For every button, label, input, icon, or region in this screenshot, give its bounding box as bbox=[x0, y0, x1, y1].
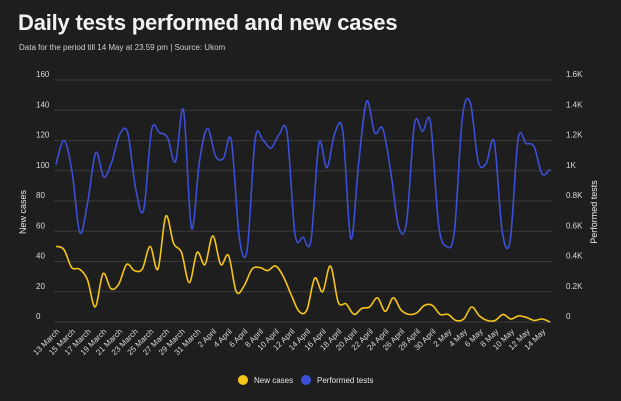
left-tick-label: 100 bbox=[36, 161, 50, 170]
legend-label-performed-tests: Performed tests bbox=[317, 376, 373, 385]
right-tick-label: 1.2K bbox=[566, 131, 583, 140]
legend: New cases Performed tests bbox=[238, 375, 373, 385]
left-axis-ticks: 0 20 40 60 80 100 120 140 160 bbox=[36, 70, 50, 321]
right-tick-label: 0.2K bbox=[566, 282, 583, 291]
left-tick-label: 40 bbox=[36, 252, 45, 261]
chart-subtitle: Data for the period till 14 May at 23.59… bbox=[19, 43, 226, 52]
left-tick-label: 0 bbox=[36, 312, 41, 321]
legend-item-performed-tests[interactable]: Performed tests bbox=[301, 375, 373, 385]
right-axis-title: Performed tests bbox=[589, 180, 599, 244]
performed-tests-line bbox=[55, 97, 551, 259]
right-tick-label: 1K bbox=[566, 161, 576, 170]
left-tick-label: 120 bbox=[36, 131, 50, 140]
legend-swatch-performed-tests bbox=[301, 375, 311, 385]
left-tick-label: 80 bbox=[36, 191, 45, 200]
series-lines bbox=[55, 97, 551, 323]
right-tick-label: 0.6K bbox=[566, 221, 583, 230]
legend-item-new-cases[interactable]: New cases bbox=[238, 375, 293, 385]
left-tick-label: 20 bbox=[36, 282, 45, 291]
right-tick-label: 1.4K bbox=[566, 100, 583, 109]
right-axis-ticks: 0 0.2K 0.4K 0.6K 0.8K 1K 1.2K 1.4K 1.6K bbox=[566, 70, 583, 321]
legend-label-new-cases: New cases bbox=[254, 376, 293, 385]
left-tick-label: 140 bbox=[36, 100, 50, 109]
right-tick-label: 0.4K bbox=[566, 252, 583, 261]
left-tick-label: 160 bbox=[36, 70, 50, 79]
left-axis-title: New cases bbox=[18, 189, 28, 234]
right-tick-label: 0 bbox=[566, 312, 571, 321]
new-cases-line bbox=[55, 214, 551, 323]
gridlines bbox=[54, 79, 552, 323]
right-tick-label: 1.6K bbox=[566, 70, 583, 79]
left-tick-label: 60 bbox=[36, 221, 45, 230]
chart-title: Daily tests performed and new cases bbox=[18, 10, 398, 35]
legend-swatch-new-cases bbox=[238, 375, 248, 385]
right-tick-label: 0.8K bbox=[566, 191, 583, 200]
